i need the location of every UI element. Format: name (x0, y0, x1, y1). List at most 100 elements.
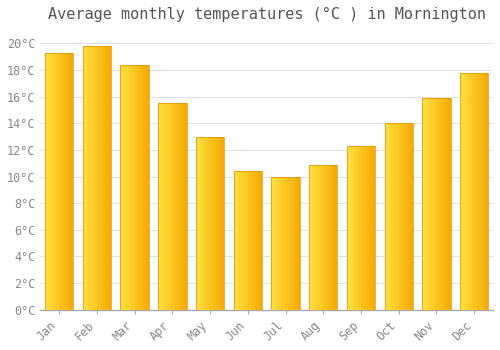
Bar (144, 65, 146, 310)
Bar (108, 46, 110, 310)
Bar (203, 136, 204, 310)
Bar (393, 123, 394, 310)
Bar (134, 65, 136, 310)
Bar (296, 176, 297, 310)
Bar (126, 65, 128, 310)
Bar (124, 65, 126, 310)
Bar (143, 65, 144, 310)
Bar (384, 123, 413, 310)
Bar (60, 53, 62, 310)
Bar (438, 98, 440, 310)
Bar (120, 65, 149, 310)
Bar (56, 53, 58, 310)
Bar (288, 176, 290, 310)
Bar (172, 103, 174, 310)
Bar (254, 171, 255, 310)
Bar (460, 73, 488, 310)
Bar (171, 103, 172, 310)
Bar (220, 136, 222, 310)
Bar (362, 146, 364, 310)
Bar (196, 136, 224, 310)
Bar (45, 53, 46, 310)
Bar (69, 53, 70, 310)
Bar (255, 171, 256, 310)
Bar (50, 53, 52, 310)
Bar (368, 146, 370, 310)
Bar (434, 98, 435, 310)
Bar (212, 136, 213, 310)
Bar (238, 171, 240, 310)
Bar (350, 146, 351, 310)
Bar (166, 103, 168, 310)
Title: Average monthly temperatures (°C ) in Mornington: Average monthly temperatures (°C ) in Mo… (48, 7, 486, 22)
Bar (213, 136, 214, 310)
Bar (249, 171, 250, 310)
Bar (356, 146, 357, 310)
Bar (386, 123, 388, 310)
Bar (410, 123, 412, 310)
Bar (435, 98, 436, 310)
Bar (92, 46, 94, 310)
Bar (106, 46, 107, 310)
Bar (88, 46, 90, 310)
Bar (278, 176, 280, 310)
Bar (400, 123, 402, 310)
Bar (318, 164, 319, 310)
Bar (487, 73, 488, 310)
Bar (348, 146, 350, 310)
Bar (329, 164, 330, 310)
Bar (160, 103, 161, 310)
Bar (287, 176, 288, 310)
Bar (422, 98, 424, 310)
Bar (402, 123, 403, 310)
Bar (276, 176, 277, 310)
Bar (463, 73, 464, 310)
Bar (64, 53, 65, 310)
Bar (210, 136, 212, 310)
Bar (426, 98, 428, 310)
Bar (404, 123, 406, 310)
Bar (486, 73, 487, 310)
Bar (484, 73, 486, 310)
Bar (336, 164, 338, 310)
Bar (332, 164, 333, 310)
Bar (91, 46, 92, 310)
Bar (357, 146, 358, 310)
Bar (250, 171, 252, 310)
Bar (234, 171, 235, 310)
Bar (216, 136, 217, 310)
Bar (482, 73, 484, 310)
Bar (326, 164, 328, 310)
Bar (148, 65, 149, 310)
Bar (72, 53, 74, 310)
Bar (334, 164, 336, 310)
Bar (407, 123, 408, 310)
Bar (422, 98, 450, 310)
Bar (428, 98, 430, 310)
Bar (473, 73, 474, 310)
Bar (158, 103, 160, 310)
Bar (372, 146, 374, 310)
Bar (390, 123, 392, 310)
Bar (365, 146, 366, 310)
Bar (282, 176, 284, 310)
Bar (442, 98, 444, 310)
Bar (87, 46, 88, 310)
Bar (354, 146, 356, 310)
Bar (120, 65, 122, 310)
Bar (468, 73, 470, 310)
Bar (314, 164, 315, 310)
Bar (364, 146, 365, 310)
Bar (466, 73, 467, 310)
Bar (110, 46, 111, 310)
Bar (180, 103, 181, 310)
Bar (370, 146, 371, 310)
Bar (360, 146, 361, 310)
Bar (45, 53, 74, 310)
Bar (223, 136, 224, 310)
Bar (184, 103, 185, 310)
Bar (286, 176, 287, 310)
Bar (396, 123, 398, 310)
Bar (477, 73, 478, 310)
Bar (272, 176, 299, 310)
